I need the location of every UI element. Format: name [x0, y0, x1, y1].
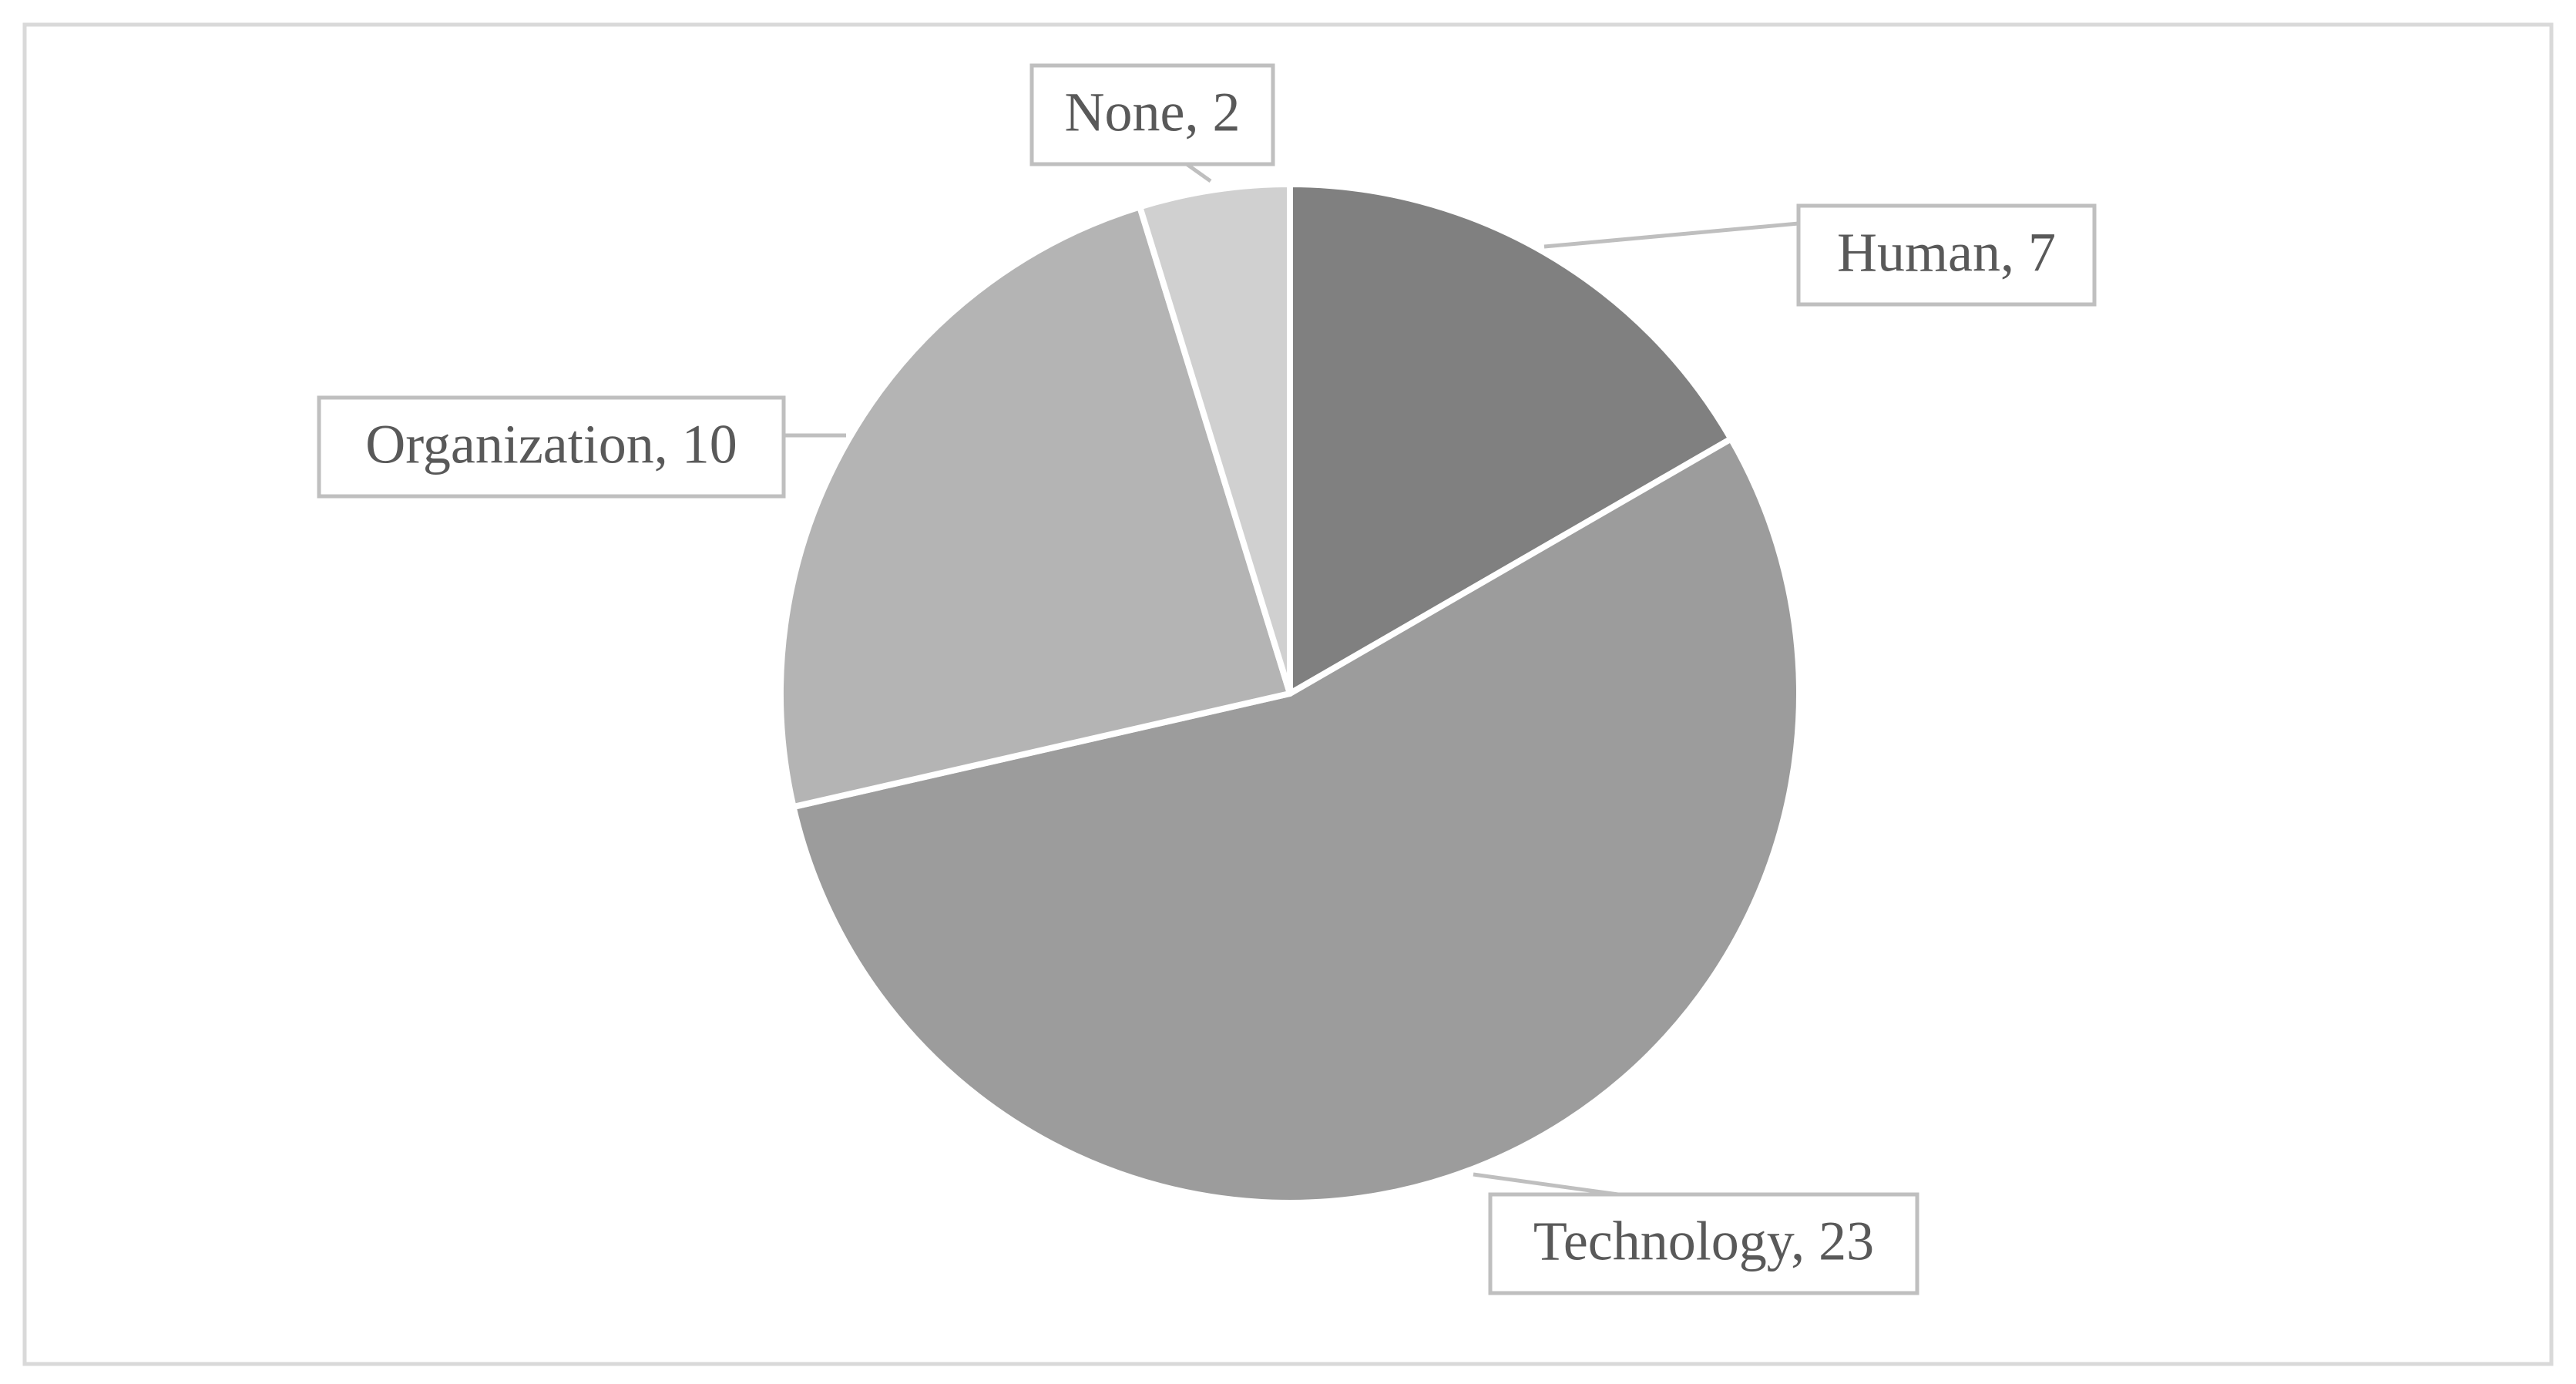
label-box — [317, 395, 786, 499]
pie-slice — [1137, 181, 1293, 697]
leader-line — [1185, 162, 1212, 183]
leader-line — [1543, 221, 1799, 249]
data-label: None, 2 — [1065, 82, 1241, 143]
pie-slice — [777, 203, 1293, 811]
label-box — [1488, 1192, 1919, 1295]
leader-line — [1473, 1172, 1619, 1197]
data-label: Technology, 23 — [1533, 1211, 1874, 1272]
data-label: Organization, 10 — [365, 414, 737, 475]
pie-slice — [790, 435, 1802, 1206]
label-box — [1796, 203, 2097, 307]
label-box — [1029, 63, 1275, 166]
data-label: Human, 7 — [1837, 222, 2056, 284]
pie-slice — [1287, 181, 1735, 697]
